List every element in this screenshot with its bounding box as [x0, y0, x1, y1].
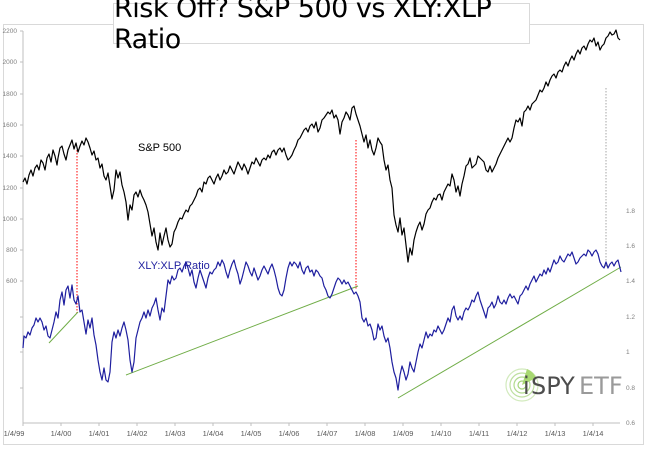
ratio-label: XLY:XLP Ratio [138, 260, 210, 272]
svg-text:1/4/02: 1/4/02 [127, 429, 148, 438]
svg-text:1.2: 1.2 [626, 314, 635, 321]
svg-text:1600: 1600 [3, 122, 18, 129]
left-axis-labels: 2200 2000 1800 1600 1400 1200 1000 800 6… [3, 28, 18, 285]
trendline-2009-2014 [397, 266, 622, 399]
svg-text:600: 600 [6, 278, 17, 285]
ispyetf-logo: i SPY ETF [505, 368, 623, 402]
svg-text:1/4/10: 1/4/10 [431, 429, 452, 438]
svg-text:1/4/07: 1/4/07 [317, 429, 338, 438]
svg-text:1.4: 1.4 [626, 278, 635, 285]
svg-text:1/4/06: 1/4/06 [279, 429, 300, 438]
radar-icon [505, 368, 539, 402]
sp500-line [22, 29, 621, 263]
x-axis-ticks [22, 423, 594, 426]
chart-title: Risk Off? S&P 500 vs XLY:XLP Ratio [113, 0, 530, 55]
trendline-1999-2000 [48, 311, 79, 344]
svg-text:2200: 2200 [3, 28, 18, 35]
svg-text:1800: 1800 [3, 91, 18, 98]
svg-text:800: 800 [6, 247, 17, 254]
svg-text:i: i [523, 372, 530, 400]
svg-text:0.8: 0.8 [626, 385, 635, 392]
svg-text:1.6: 1.6 [626, 243, 635, 250]
ratio-line [22, 249, 622, 391]
svg-text:1/4/12: 1/4/12 [507, 429, 528, 438]
svg-text:1/4/03: 1/4/03 [165, 429, 186, 438]
svg-text:1/4/09: 1/4/09 [393, 429, 414, 438]
svg-text:2000: 2000 [3, 59, 18, 66]
svg-text:1200: 1200 [3, 185, 18, 192]
svg-text:1/4/08: 1/4/08 [355, 429, 376, 438]
svg-text:1/4/05: 1/4/05 [241, 429, 262, 438]
sp500-label: S&P 500 [138, 142, 181, 154]
x-axis-labels: 1/4/99 1/4/00 1/4/01 1/4/02 1/4/03 1/4/0… [4, 429, 604, 438]
svg-text:1: 1 [626, 349, 630, 356]
svg-text:1/4/99: 1/4/99 [4, 429, 25, 438]
svg-text:1.8: 1.8 [626, 208, 635, 215]
left-axis-ticks [20, 30, 23, 389]
right-axis-labels: 1.8 1.6 1.4 1.2 1 0.8 0.6 [626, 208, 635, 427]
svg-text:1000: 1000 [3, 216, 18, 223]
svg-text:1/4/01: 1/4/01 [89, 429, 110, 438]
svg-text:1/4/04: 1/4/04 [203, 429, 224, 438]
trendline-2001-2007 [125, 285, 359, 376]
svg-text:ETF: ETF [579, 372, 623, 400]
svg-text:1/4/11: 1/4/11 [469, 429, 489, 438]
svg-text:1/4/14: 1/4/14 [583, 429, 604, 438]
svg-text:SPY: SPY [531, 372, 575, 400]
svg-text:1400: 1400 [3, 153, 18, 160]
svg-text:0.6: 0.6 [626, 420, 635, 427]
svg-text:1/4/00: 1/4/00 [51, 429, 72, 438]
svg-text:1/4/13: 1/4/13 [545, 429, 566, 438]
